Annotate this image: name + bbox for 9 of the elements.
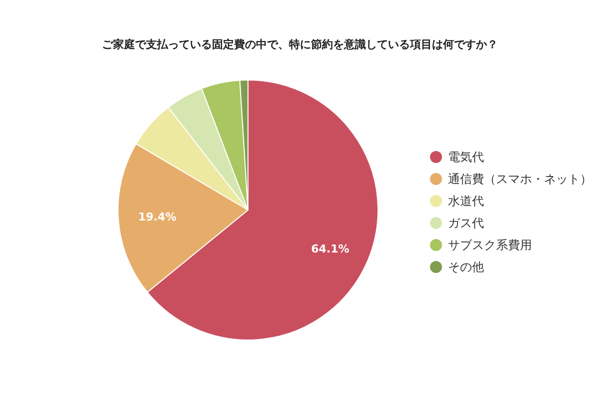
legend-label: 電気代 [448,150,484,164]
legend-label: ガス代 [448,216,484,230]
data-label: 19.4% [138,210,176,224]
legend-label: 水道代 [448,194,484,208]
chart-title: ご家庭で支払っている固定費の中で、特に節約を意識している項目は何ですか？ [102,38,498,51]
legend-label: その他 [448,260,484,274]
data-label: 64.1% [311,242,350,256]
legend-label: 通信費（スマホ・ネット） [448,172,592,186]
legend-label: サブスク系費用 [448,238,532,252]
